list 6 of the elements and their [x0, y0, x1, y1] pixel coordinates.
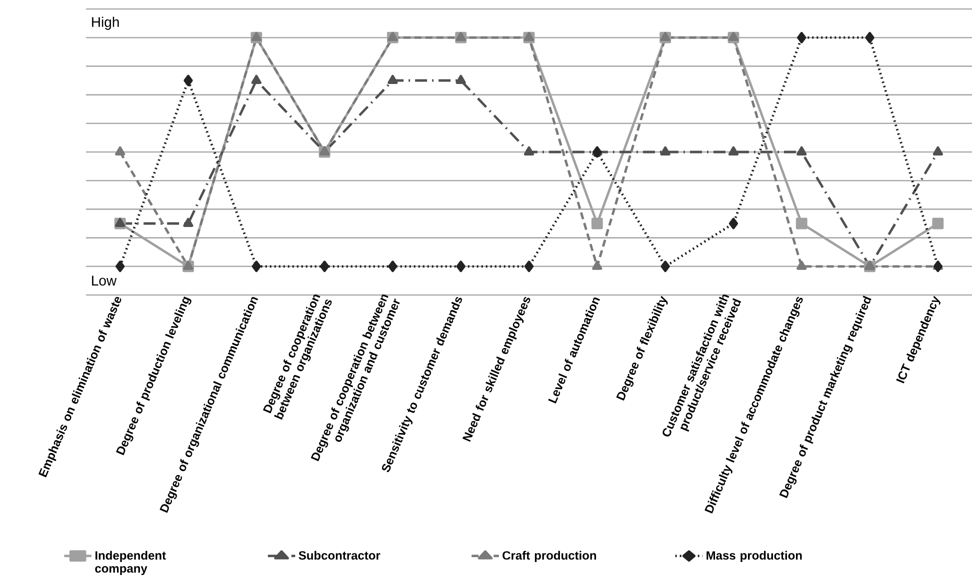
legend-label: Craft production	[502, 550, 596, 562]
legend-label: Subcontractor	[298, 550, 380, 560]
legend-label: Independent company	[95, 550, 166, 576]
text: Low	[92, 276, 117, 286]
legend-label: Mass production	[706, 550, 802, 562]
text: High	[92, 16, 119, 30]
